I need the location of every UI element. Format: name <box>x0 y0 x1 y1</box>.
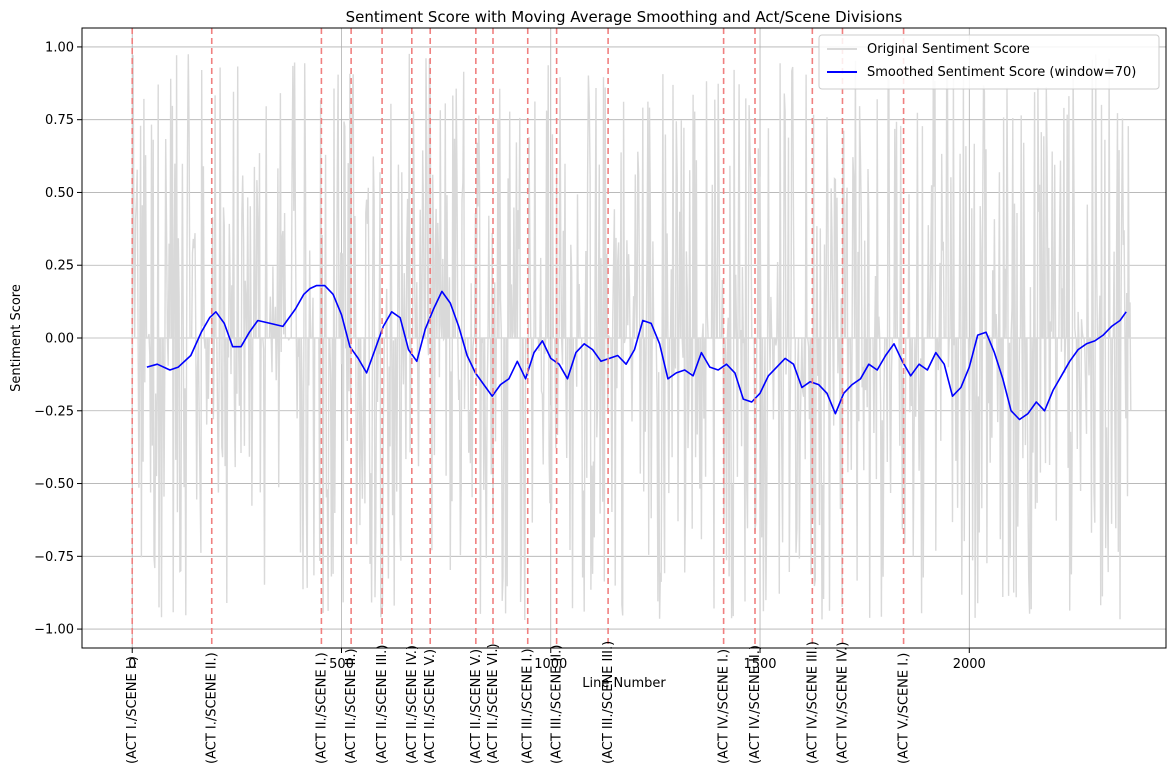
y-tick-label: −0.25 <box>34 404 74 419</box>
act-scene-dividers: (ACT I./SCENE I.) (ACT I./SCENE II.) (ACT … <box>125 28 912 764</box>
legend-box <box>818 34 1160 90</box>
x-tick-label: 1000 <box>534 657 567 672</box>
act-scene-label: (ACT I./SCENE II.) <box>205 652 220 764</box>
act-scene-label: (ACT II./SCENE IV.) <box>405 645 420 764</box>
y-tick-label: 0.75 <box>45 113 74 128</box>
act-scene-label: (ACT IV./SCENE III.) <box>805 641 820 764</box>
original-sentiment-line <box>131 53 1132 621</box>
legend: Original Sentiment Score Smoothed Sentim… <box>818 34 1160 90</box>
act-scene-label: (ACT IV./SCENE II.) <box>748 645 763 764</box>
act-scene-label: (ACT II./SCENE V.) <box>469 649 484 764</box>
x-tick-label: 1500 <box>743 657 776 672</box>
y-tick-label: 1.00 <box>45 40 74 55</box>
act-scene-label: (ACT II./SCENE II.) <box>344 648 359 764</box>
act-scene-label: (ACT V./SCENE I.) <box>897 653 912 764</box>
y-tick-label: −1.00 <box>34 623 74 638</box>
smoothed-series <box>146 284 1127 421</box>
y-tick-label: −0.50 <box>34 477 74 492</box>
act-scene-label: (ACT II./SCENE VI.) <box>486 643 501 764</box>
axis-ticks: 0 500 1000 1500 2000 −1.00 −0.75 −0.50 −0.25 0.00… <box>34 40 986 672</box>
act-scene-label: (ACT III./SCENE III.) <box>601 641 616 764</box>
x-tick-label: 500 <box>329 657 354 672</box>
legend-label-original: Original Sentiment Score <box>867 42 1030 57</box>
y-axis-label: Sentiment Score <box>9 284 24 392</box>
y-tick-label: 0.25 <box>45 259 74 274</box>
act-scene-label: (ACT II./SCENE III.) <box>375 645 390 764</box>
act-scene-label: (ACT II./SCENE I.) <box>314 652 329 764</box>
act-scene-label: (ACT IV./SCENE I.) <box>717 649 732 764</box>
act-scene-label: (ACT III./SCENE II.) <box>550 645 565 764</box>
smoothed-sentiment-line <box>146 284 1127 421</box>
y-tick-label: 0.50 <box>45 186 74 201</box>
y-tick-label: 0.00 <box>45 332 74 347</box>
original-series <box>131 53 1132 621</box>
legend-label-smoothed: Smoothed Sentiment Score (window=70) <box>867 65 1136 80</box>
act-scene-label: (ACT IV./SCENE IV.) <box>836 642 851 764</box>
act-scene-label: (ACT I./SCENE I.) <box>125 656 140 764</box>
x-axis-label: Line Number <box>582 676 666 691</box>
x-tick-label: 0 <box>128 657 136 672</box>
y-tick-label: −0.75 <box>34 550 74 565</box>
act-scene-label: (ACT II./SCENE V.) <box>423 649 438 764</box>
act-scene-label: (ACT III./SCENE I.) <box>521 648 536 764</box>
x-tick-label: 2000 <box>953 657 986 672</box>
chart-title: Sentiment Score with Moving Average Smoo… <box>346 8 903 26</box>
